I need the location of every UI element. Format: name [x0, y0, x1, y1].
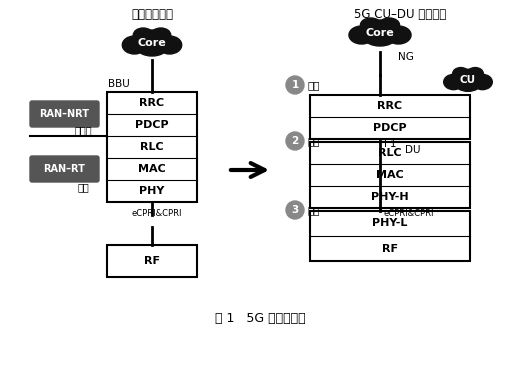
Ellipse shape: [386, 26, 411, 44]
Text: PDCP: PDCP: [373, 123, 407, 133]
Ellipse shape: [453, 67, 469, 80]
Text: DU: DU: [405, 145, 421, 155]
Text: NG: NG: [398, 52, 414, 62]
Text: RRC: RRC: [378, 101, 402, 111]
Text: 非实时: 非实时: [74, 125, 92, 135]
Ellipse shape: [134, 30, 170, 52]
Ellipse shape: [473, 74, 492, 90]
Bar: [107, 92, 197, 202]
Ellipse shape: [364, 28, 396, 46]
Ellipse shape: [467, 67, 483, 80]
FancyBboxPatch shape: [30, 156, 99, 182]
Text: RAN–RT: RAN–RT: [44, 164, 85, 174]
Ellipse shape: [361, 20, 398, 42]
Text: RF: RF: [144, 256, 160, 266]
Bar: [310, 211, 470, 261]
Ellipse shape: [158, 36, 181, 54]
Bar: [107, 245, 197, 277]
Text: 1: 1: [291, 80, 298, 90]
Bar: [310, 95, 470, 139]
Text: CU: CU: [460, 75, 476, 85]
Ellipse shape: [444, 74, 463, 90]
Text: 实时: 实时: [77, 182, 89, 192]
Text: RRC: RRC: [139, 98, 164, 108]
Ellipse shape: [133, 28, 153, 42]
Circle shape: [286, 76, 304, 94]
Text: eCPRI&CPRI: eCPRI&CPRI: [132, 209, 182, 218]
Text: PHY-L: PHY-L: [372, 218, 408, 229]
FancyBboxPatch shape: [30, 101, 99, 127]
Text: MAC: MAC: [376, 170, 404, 180]
Text: 前传: 前传: [308, 205, 320, 215]
Text: PHY-H: PHY-H: [371, 192, 409, 202]
Text: PDCP: PDCP: [135, 120, 169, 130]
Text: F1: F1: [384, 139, 397, 149]
Text: BBU: BBU: [108, 79, 130, 89]
Circle shape: [286, 201, 304, 219]
Text: 3: 3: [291, 205, 298, 215]
Text: 2: 2: [291, 136, 298, 146]
Text: 传统网络架构: 传统网络架构: [131, 8, 173, 21]
Text: eCPRI&CPRI: eCPRI&CPRI: [384, 209, 435, 218]
Text: 图 1   5G 基站重构图: 图 1 5G 基站重构图: [215, 312, 305, 324]
Text: MAC: MAC: [138, 164, 166, 174]
Ellipse shape: [453, 69, 483, 88]
Bar: [310, 142, 470, 208]
Ellipse shape: [122, 36, 147, 54]
Ellipse shape: [151, 28, 171, 42]
Text: RAN–NRT: RAN–NRT: [40, 109, 89, 119]
Text: RLC: RLC: [378, 148, 402, 158]
Ellipse shape: [379, 18, 399, 32]
Text: PHY: PHY: [139, 186, 165, 196]
Text: Core: Core: [138, 38, 166, 48]
Ellipse shape: [349, 26, 374, 44]
Text: 5G CU–DU 网络架构: 5G CU–DU 网络架构: [354, 8, 446, 21]
Text: RLC: RLC: [140, 142, 164, 152]
Text: Core: Core: [366, 28, 394, 38]
Text: RF: RF: [382, 243, 398, 254]
Text: 中传: 中传: [308, 136, 320, 146]
Circle shape: [286, 132, 304, 150]
Ellipse shape: [456, 76, 480, 91]
Ellipse shape: [137, 38, 167, 56]
Text: 回传: 回传: [308, 80, 320, 90]
Ellipse shape: [360, 18, 381, 32]
